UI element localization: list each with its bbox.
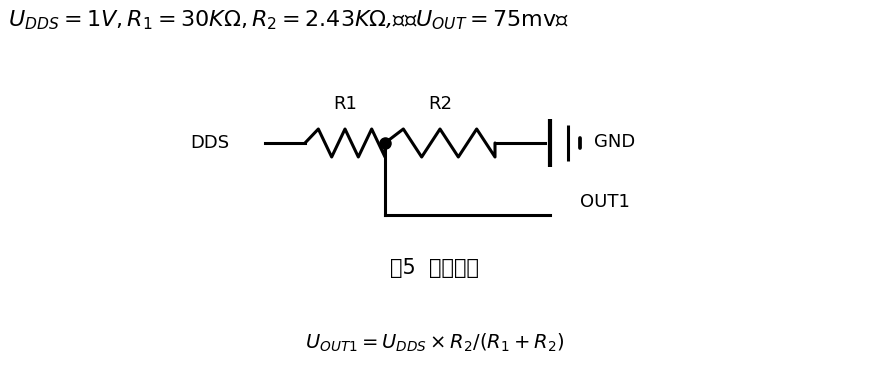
- Text: $U_{OUT1}=U_{DDS}\times R_{2}/(R_{1}+R_{2})$: $U_{OUT1}=U_{DDS}\times R_{2}/(R_{1}+R_{…: [305, 332, 564, 354]
- Text: OUT1: OUT1: [580, 193, 630, 211]
- Text: DDS: DDS: [190, 134, 229, 152]
- Text: R1: R1: [333, 95, 357, 113]
- Text: GND: GND: [594, 133, 635, 151]
- Text: 图5  分压电路: 图5 分压电路: [390, 258, 479, 278]
- Text: $U_{DDS}=1V,R_{1}=30K\Omega,R_{2}=2.43K\Omega$,则得$U_{OUT}=75\mathrm{mv}$。: $U_{DDS}=1V,R_{1}=30K\Omega,R_{2}=2.43K\…: [8, 8, 569, 32]
- Text: R2: R2: [428, 95, 452, 113]
